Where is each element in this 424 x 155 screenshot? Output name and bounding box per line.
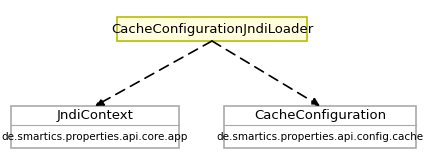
Bar	[224, 106, 416, 148]
Bar	[11, 106, 179, 148]
Text: de.smartics.properties.api.core.app: de.smartics.properties.api.core.app	[2, 132, 188, 142]
Text: CacheConfiguration: CacheConfiguration	[254, 108, 386, 122]
Text: CacheConfigurationJndiLoader: CacheConfigurationJndiLoader	[111, 22, 313, 35]
Bar	[117, 17, 307, 41]
Text: JndiContext: JndiContext	[56, 108, 134, 122]
Text: de.smartics.properties.api.config.cache: de.smartics.properties.api.config.cache	[216, 132, 424, 142]
